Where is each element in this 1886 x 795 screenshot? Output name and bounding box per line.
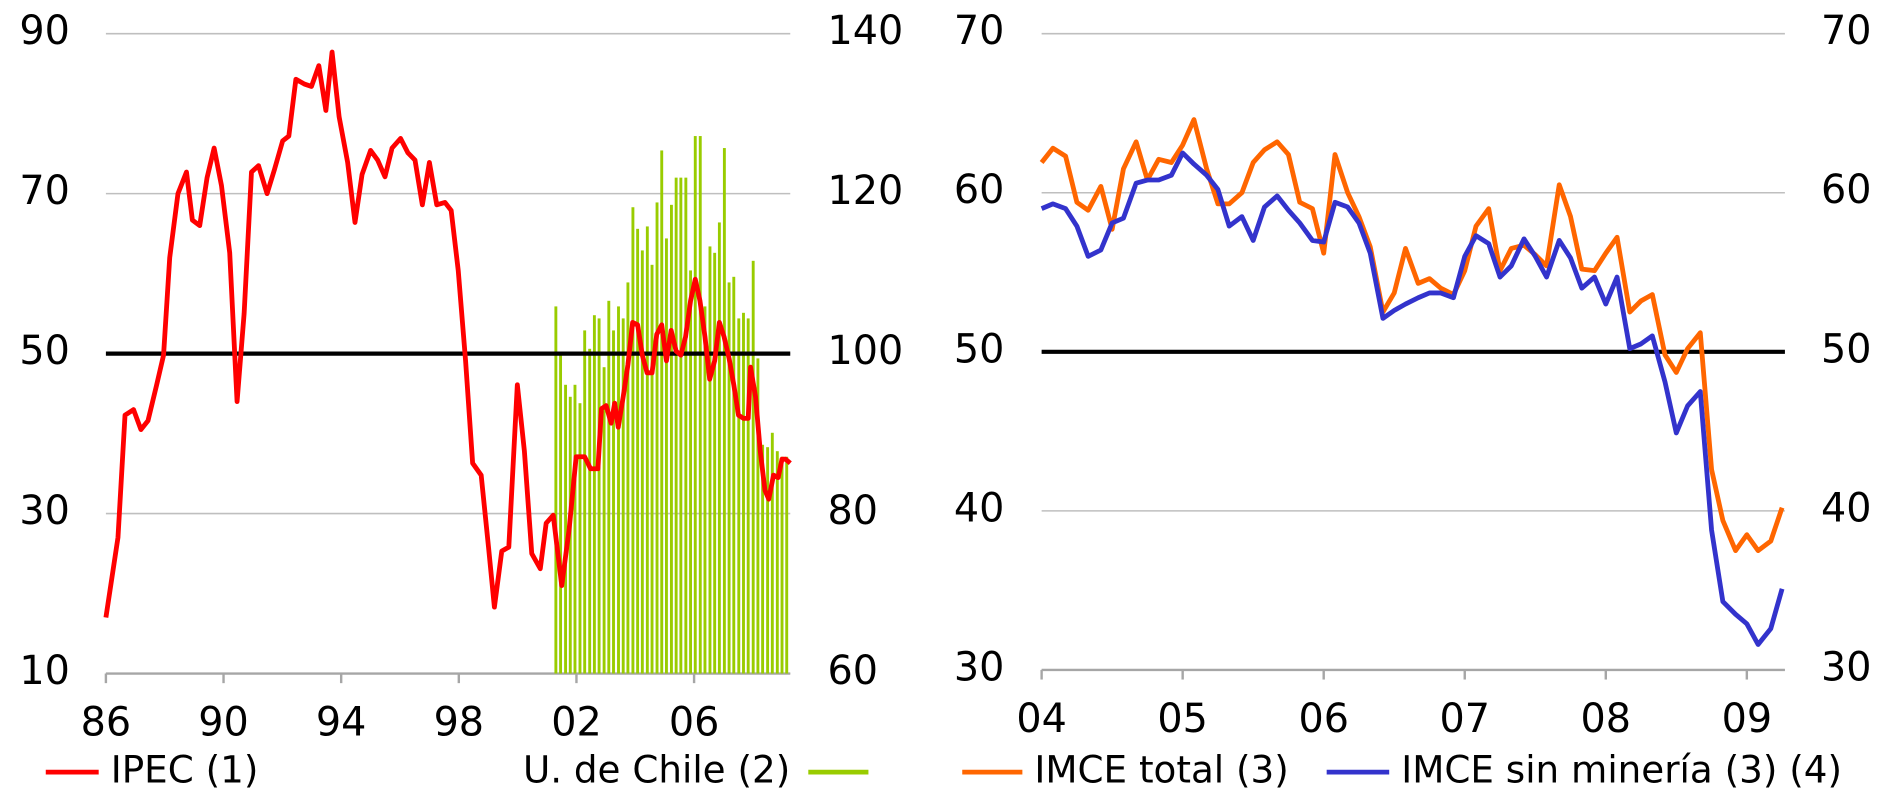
y2-tick-label: 40: [1821, 485, 1871, 531]
bar: [751, 260, 755, 674]
x-tick-label: 05: [1157, 696, 1207, 742]
legend-label: IPEC (1): [111, 748, 259, 792]
y-tick-label: 30: [19, 488, 69, 534]
x-tick-label: 06: [669, 700, 719, 746]
bar: [607, 300, 611, 674]
bar: [770, 432, 774, 674]
bar: [780, 456, 784, 674]
x-tick-label: 08: [1581, 696, 1631, 742]
bar: [597, 318, 601, 674]
bar: [578, 403, 582, 674]
bar: [698, 136, 702, 674]
x-tick-label: 02: [551, 700, 601, 746]
x-tick-label: 94: [316, 700, 366, 746]
y2-tick-label: 60: [828, 648, 878, 694]
bar: [775, 451, 779, 674]
line: [1039, 117, 1785, 554]
y2-tick-label: 70: [1821, 8, 1871, 54]
legend-label: IMCE sin minería (3) (4): [1401, 748, 1842, 792]
bar: [689, 270, 693, 674]
y-tick-label: 50: [19, 328, 69, 374]
bar: [564, 384, 568, 674]
x-tick-label: 04: [1016, 696, 1066, 742]
bar: [554, 306, 558, 674]
bar: [746, 318, 750, 674]
bar: [722, 148, 726, 674]
x-tick-label: 07: [1440, 696, 1490, 742]
bar: [655, 202, 659, 674]
bar: [674, 177, 678, 674]
x-tick-label: 06: [1298, 696, 1348, 742]
bar: [761, 444, 765, 674]
bar: [602, 367, 606, 674]
bar: [742, 312, 745, 674]
y-tick-label: 10: [19, 648, 69, 694]
bar: [650, 264, 654, 674]
x-tick-label: 86: [81, 700, 131, 746]
bar: [626, 282, 630, 674]
x-tick-label: 90: [198, 700, 248, 746]
bar: [785, 456, 789, 674]
x-tick-label: 09: [1722, 696, 1772, 742]
legend-label: U. de Chile (2): [523, 748, 790, 792]
bar: [559, 355, 563, 674]
y-tick-label: 90: [19, 8, 69, 54]
y2-tick-label: 30: [1821, 644, 1871, 690]
bar: [621, 318, 625, 674]
bar: [732, 276, 736, 674]
line: [103, 49, 792, 618]
bar: [640, 250, 644, 674]
bar: [756, 358, 760, 674]
bar: [737, 318, 741, 674]
bar: [588, 348, 592, 674]
bar: [717, 222, 721, 674]
bar: [703, 306, 707, 674]
bar: [684, 177, 688, 674]
y2-tick-label: 140: [828, 8, 904, 54]
y-tick-label: 70: [954, 8, 1004, 54]
y-tick-label: 60: [954, 167, 1004, 213]
y-tick-label: 40: [954, 485, 1004, 531]
bar: [713, 252, 717, 674]
y-tick-label: 50: [954, 326, 1004, 372]
bar: [660, 150, 664, 674]
bar: [679, 177, 683, 674]
y-tick-label: 70: [19, 168, 69, 214]
bar: [664, 238, 668, 674]
bar: [708, 246, 712, 674]
bar: [592, 315, 596, 674]
y2-tick-label: 60: [1821, 167, 1871, 213]
y2-tick-label: 50: [1821, 326, 1871, 372]
bar: [669, 204, 673, 674]
bar: [583, 330, 587, 674]
bar: [612, 330, 615, 674]
bar: [573, 384, 577, 674]
bar: [693, 136, 697, 674]
bar: [766, 447, 770, 674]
x-tick-label: 98: [434, 700, 484, 746]
bar: [631, 207, 635, 674]
bar: [636, 228, 640, 674]
legend-label: IMCE total (3): [1034, 748, 1288, 792]
line: [1040, 150, 1785, 647]
y2-tick-label: 100: [828, 328, 904, 374]
bar: [727, 282, 731, 674]
y2-tick-label: 120: [828, 168, 904, 214]
y-tick-label: 30: [954, 644, 1004, 690]
bar: [645, 226, 649, 674]
y2-tick-label: 80: [828, 488, 878, 534]
bar: [617, 306, 620, 674]
